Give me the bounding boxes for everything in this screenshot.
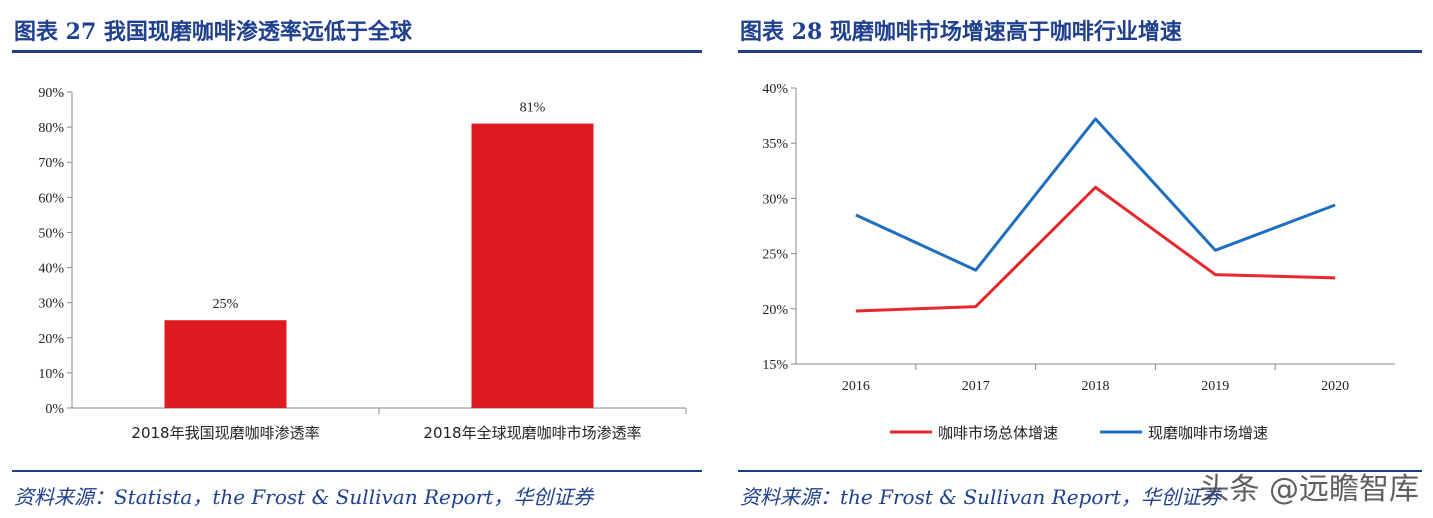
y-tick-label: 50% — [38, 226, 64, 241]
x-tick-label: 2019 — [1201, 379, 1229, 394]
y-tick-label: 0% — [45, 402, 64, 417]
y-tick-label: 40% — [762, 82, 788, 97]
y-tick-label: 35% — [762, 137, 788, 152]
right-source-note: 资料来源：the Frost & Sullivan Report，华创证券 — [740, 485, 1221, 509]
y-tick-label: 60% — [38, 191, 64, 206]
y-tick-label: 80% — [38, 121, 64, 136]
bar-data-label: 81% — [520, 101, 546, 116]
left-source-note: 资料来源：Statista，the Frost & Sullivan Repor… — [14, 485, 594, 509]
series-line — [855, 185, 1336, 313]
bar — [471, 123, 594, 408]
x-tick-label: 2017 — [962, 379, 990, 394]
y-tick-label: 70% — [38, 156, 64, 171]
y-tick-label: 90% — [38, 86, 64, 101]
bar — [164, 320, 287, 408]
x-tick-label: 2020 — [1321, 379, 1349, 394]
y-tick-label: 20% — [38, 332, 64, 347]
line-chart: 15% 20% 25% 30% 35% 40% 2016 2017 2018 2019 2020 咖啡… — [762, 82, 1395, 442]
right-figure-title: 图表 28 现磨咖啡市场增速高于咖啡行业增速 — [740, 19, 1182, 45]
bar-data-label: 25% — [213, 297, 239, 312]
right-top-rule — [738, 50, 1422, 53]
y-tick-label: 30% — [38, 297, 64, 312]
left-figure-panel: 图表 27 我国现磨咖啡渗透率远低于全球 0% 10% 20% 30% 40% 50% 60… — [12, 0, 702, 518]
x-category-label: 2018年我国现磨咖啡渗透率 — [131, 424, 319, 442]
bar-chart: 0% 10% 20% 30% 40% 50% 60% 70% 80% 90% 25% 2018年我国现… — [38, 86, 687, 442]
legend-label: 咖啡市场总体增速 — [938, 424, 1058, 442]
y-tick-label: 20% — [762, 303, 788, 318]
left-figure-title: 图表 27 我国现磨咖啡渗透率远低于全球 — [14, 19, 412, 45]
x-category-label: 2018年全球现磨咖啡市场渗透率 — [423, 424, 641, 442]
right-bottom-rule — [738, 470, 1422, 472]
right-figure-panel: 图表 28 现磨咖啡市场增速高于咖啡行业增速 15% 20% 25% 30% 35% 40… — [738, 0, 1424, 518]
y-tick-label: 40% — [38, 262, 64, 277]
y-tick-label: 25% — [762, 248, 788, 263]
left-bottom-rule — [12, 470, 702, 472]
series-line — [855, 117, 1336, 272]
y-tick-label: 30% — [762, 192, 788, 207]
x-tick-label: 2018 — [1082, 379, 1110, 394]
x-tick-label: 2016 — [842, 379, 870, 394]
y-tick-label: 10% — [38, 367, 64, 382]
y-tick-label: 15% — [762, 358, 788, 373]
watermark: 头条 @远瞻智库 — [1199, 472, 1419, 507]
legend-label: 现磨咖啡市场增速 — [1148, 424, 1268, 442]
left-top-rule — [12, 50, 702, 53]
